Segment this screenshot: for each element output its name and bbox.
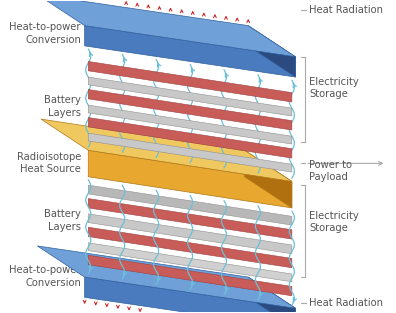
Polygon shape <box>85 26 295 77</box>
Text: Radioisotope
Heat Source: Radioisotope Heat Source <box>17 151 81 174</box>
Polygon shape <box>88 118 292 158</box>
Polygon shape <box>88 214 292 254</box>
Polygon shape <box>88 77 292 116</box>
Text: Heat-to-power
Conversion: Heat-to-power Conversion <box>10 22 81 45</box>
Polygon shape <box>248 26 295 77</box>
Polygon shape <box>88 227 292 268</box>
Polygon shape <box>248 277 295 313</box>
Text: Battery
Layers: Battery Layers <box>44 95 81 118</box>
Polygon shape <box>88 150 292 208</box>
Polygon shape <box>88 255 292 296</box>
Polygon shape <box>37 0 295 57</box>
Text: Power to
Payload: Power to Payload <box>309 160 352 182</box>
Polygon shape <box>88 133 292 172</box>
Polygon shape <box>88 90 292 130</box>
Text: Heat Radiation: Heat Radiation <box>309 298 383 308</box>
Polygon shape <box>88 185 292 225</box>
Polygon shape <box>41 119 292 182</box>
Polygon shape <box>37 246 295 308</box>
Polygon shape <box>88 105 292 144</box>
Text: Battery
Layers: Battery Layers <box>44 209 81 232</box>
Polygon shape <box>85 277 295 313</box>
Text: Heat-to-power
Conversion: Heat-to-power Conversion <box>10 265 81 288</box>
Polygon shape <box>88 61 292 102</box>
Polygon shape <box>245 150 292 208</box>
Text: Electricity
Storage: Electricity Storage <box>309 77 359 99</box>
Text: Electricity
Storage: Electricity Storage <box>309 211 359 233</box>
Polygon shape <box>88 243 292 282</box>
Polygon shape <box>88 198 292 239</box>
Text: Heat Radiation: Heat Radiation <box>309 5 383 15</box>
